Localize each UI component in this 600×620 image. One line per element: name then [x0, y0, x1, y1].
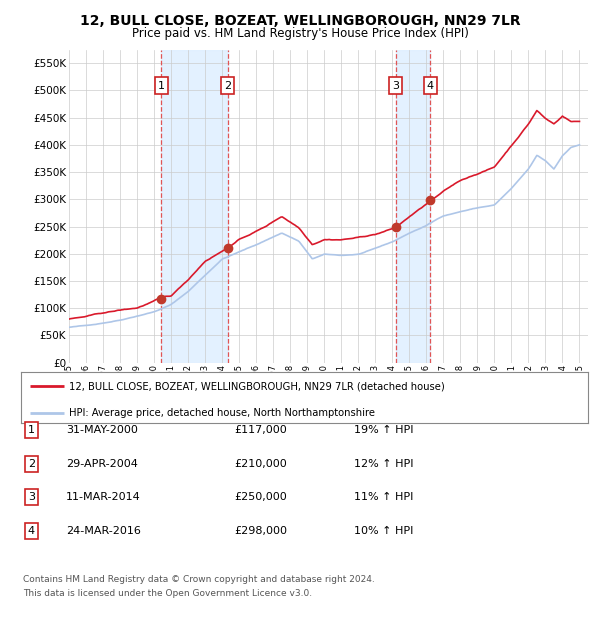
Text: 4: 4 [28, 526, 35, 536]
Text: 3: 3 [392, 81, 399, 91]
Text: 12, BULL CLOSE, BOZEAT, WELLINGBOROUGH, NN29 7LR (detached house): 12, BULL CLOSE, BOZEAT, WELLINGBOROUGH, … [69, 381, 445, 391]
Text: 3: 3 [28, 492, 35, 502]
Text: HPI: Average price, detached house, North Northamptonshire: HPI: Average price, detached house, Nort… [69, 408, 375, 418]
Text: 10% ↑ HPI: 10% ↑ HPI [354, 526, 413, 536]
Text: 31-MAY-2000: 31-MAY-2000 [66, 425, 138, 435]
Bar [395, 50, 430, 363]
Text: Price paid vs. HM Land Registry's House Price Index (HPI): Price paid vs. HM Land Registry's House … [131, 27, 469, 40]
Text: Contains HM Land Registry data © Crown copyright and database right 2024.: Contains HM Land Registry data © Crown c… [23, 575, 374, 584]
Text: £117,000: £117,000 [234, 425, 287, 435]
Text: 2: 2 [224, 81, 232, 91]
Bar [161, 50, 228, 363]
Text: 4: 4 [427, 81, 434, 91]
Text: £210,000: £210,000 [234, 459, 287, 469]
Text: 29-APR-2004: 29-APR-2004 [66, 459, 138, 469]
Text: 24-MAR-2016: 24-MAR-2016 [66, 526, 141, 536]
Text: 12% ↑ HPI: 12% ↑ HPI [354, 459, 413, 469]
Text: 1: 1 [28, 425, 35, 435]
Text: £298,000: £298,000 [234, 526, 287, 536]
Text: 12, BULL CLOSE, BOZEAT, WELLINGBOROUGH, NN29 7LR: 12, BULL CLOSE, BOZEAT, WELLINGBOROUGH, … [80, 14, 520, 29]
Text: £250,000: £250,000 [234, 492, 287, 502]
Text: 11% ↑ HPI: 11% ↑ HPI [354, 492, 413, 502]
Text: 19% ↑ HPI: 19% ↑ HPI [354, 425, 413, 435]
Text: 2: 2 [28, 459, 35, 469]
Text: 11-MAR-2014: 11-MAR-2014 [66, 492, 141, 502]
Text: This data is licensed under the Open Government Licence v3.0.: This data is licensed under the Open Gov… [23, 590, 312, 598]
Text: 1: 1 [158, 81, 165, 91]
